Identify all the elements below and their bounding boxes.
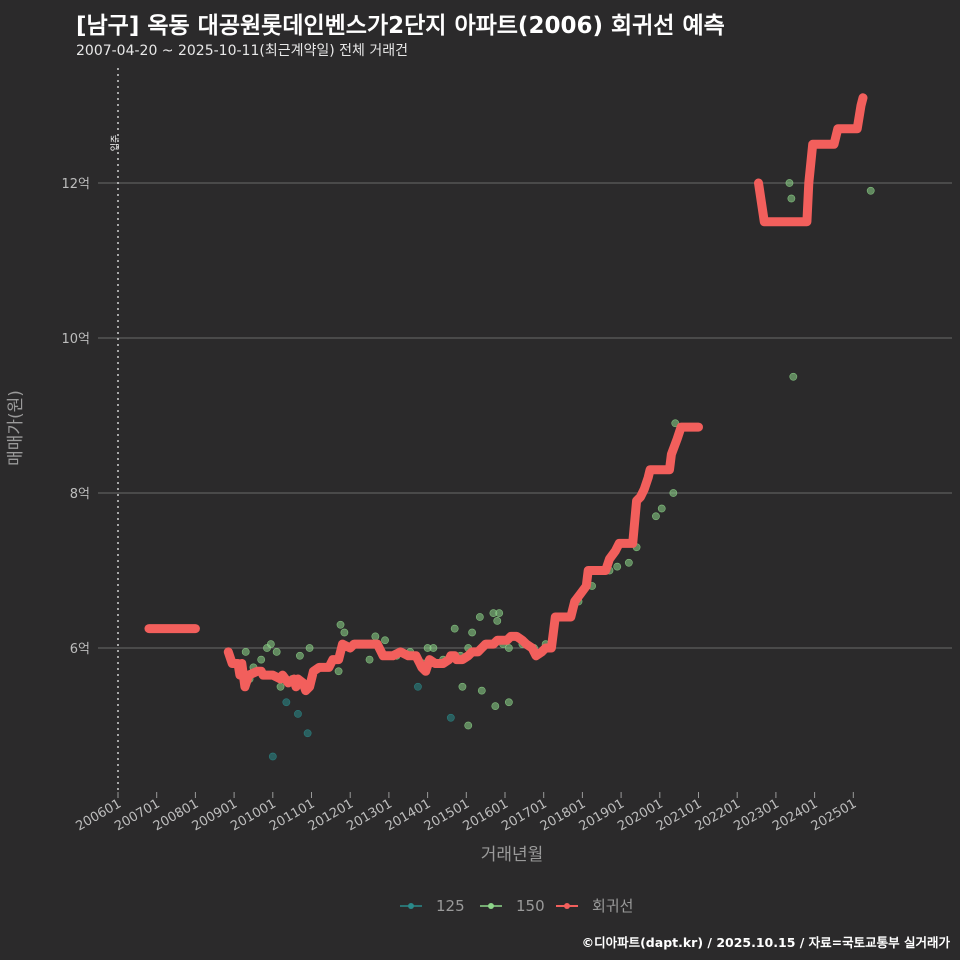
legend-dot-125 xyxy=(408,903,414,909)
data-point-150 xyxy=(669,489,678,497)
chart-title: [남구] 옥동 대공원롯데인벤스가2단지 아파트(2006) 회귀선 예측 xyxy=(76,13,725,39)
data-point-150 xyxy=(458,682,467,691)
data-point-150 xyxy=(624,558,633,567)
data-point-150 xyxy=(493,616,502,625)
data-point-125 xyxy=(282,698,291,707)
data-point-150 xyxy=(477,686,486,695)
data-point-150 xyxy=(340,628,349,637)
legend-label-125: 125 xyxy=(436,897,465,915)
regression-segment xyxy=(223,422,703,696)
legend-label-회귀선: 회귀선 xyxy=(592,897,633,915)
data-point-125 xyxy=(303,729,312,738)
data-point-125 xyxy=(294,709,302,718)
data-point-150 xyxy=(429,644,438,652)
data-point-150 xyxy=(336,620,345,629)
data-point-150 xyxy=(613,562,622,571)
y-tick-label: 6억 xyxy=(70,642,90,657)
move-in-annotation: 입주 xyxy=(109,68,121,792)
data-point-150 xyxy=(789,372,798,381)
data-point-150 xyxy=(272,647,281,656)
data-point-150 xyxy=(381,636,389,645)
y-axis-title: 매매가(원) xyxy=(6,390,26,466)
regression-line xyxy=(144,93,868,696)
data-point-150 xyxy=(334,667,343,676)
data-point-150 xyxy=(785,179,794,187)
data-point-150 xyxy=(787,194,796,203)
data-point-150 xyxy=(468,628,477,637)
data-point-150 xyxy=(866,186,875,195)
data-point-125 xyxy=(446,713,455,722)
data-point-150 xyxy=(504,644,513,652)
data-point-150 xyxy=(450,624,459,633)
y-tick-label: 10억 xyxy=(61,332,90,347)
legend-label-150: 150 xyxy=(516,897,545,915)
regression-segment xyxy=(754,93,868,227)
data-point-150 xyxy=(365,655,374,664)
data-point-150 xyxy=(295,651,304,660)
grid-lines xyxy=(98,182,952,649)
data-point-150 xyxy=(257,655,266,664)
data-point-125 xyxy=(414,682,422,691)
data-point-150 xyxy=(491,702,500,711)
y-tick-label: 8억 xyxy=(70,487,90,502)
data-point-150 xyxy=(371,632,380,641)
chart-subtitle: 2007-04-20 ~ 2025-10-11(최근계약일) 전체 거래건 xyxy=(76,43,408,59)
scatter-points xyxy=(241,179,875,761)
data-point-150 xyxy=(266,640,275,649)
source-caption: ©디아파트(dapt.kr) / 2025.10.15 / 자료=국토교통부 실… xyxy=(581,935,950,950)
data-point-125 xyxy=(268,752,277,761)
data-point-150 xyxy=(241,647,250,656)
move-in-label: 입주 xyxy=(109,135,121,152)
x-axis-ticks: 2006012007012008012009012010012011012012… xyxy=(74,792,859,834)
y-tick-label: 12억 xyxy=(61,177,90,192)
legend-dot-회귀선 xyxy=(564,903,570,909)
data-point-150 xyxy=(305,644,314,652)
y-axis-ticks: 6억 8억 10억 12억 xyxy=(61,177,90,657)
data-point-150 xyxy=(504,698,513,707)
data-point-150 xyxy=(495,609,504,618)
data-point-150 xyxy=(276,682,285,691)
legend: 125 150 회귀선 xyxy=(400,897,633,915)
data-point-150 xyxy=(652,512,660,521)
x-axis-title: 거래년월 xyxy=(481,845,544,865)
data-point-150 xyxy=(657,504,666,513)
legend-dot-150 xyxy=(488,903,494,909)
data-point-150 xyxy=(464,721,473,730)
data-point-150 xyxy=(475,613,484,621)
